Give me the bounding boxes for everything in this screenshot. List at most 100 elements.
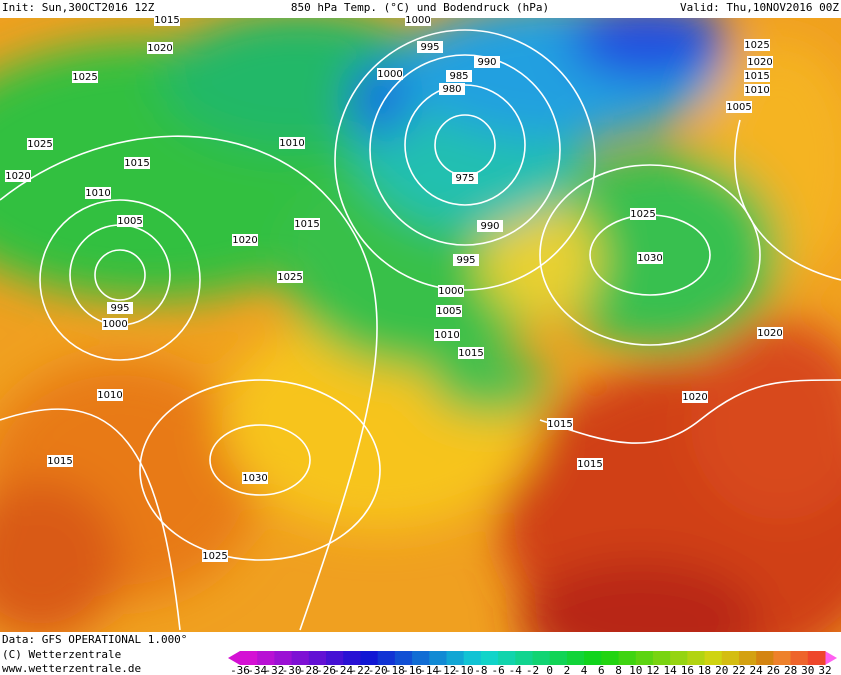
colorbar-tick-label: -34 <box>247 664 267 675</box>
colorbar-arrow-right <box>825 651 837 665</box>
isobar-label-bg <box>124 157 150 169</box>
isobar-label: 1030 <box>637 253 662 264</box>
isobar-label: 1005 <box>436 306 461 317</box>
isobar-label: 1010 <box>97 390 122 401</box>
colorbar-tick-label: 24 <box>750 664 764 675</box>
colorbar-swatch <box>463 651 482 665</box>
colorbar-swatch <box>566 651 585 665</box>
isobar-label: 1010 <box>279 138 304 149</box>
colorbar-tick-label: -18 <box>385 664 405 675</box>
colorbar-swatch <box>480 651 499 665</box>
isobar-label: 1025 <box>277 272 302 283</box>
colorbar-tick-label: -24 <box>333 664 353 675</box>
isobar-label-bg <box>744 84 770 96</box>
colorbar-swatch <box>274 651 293 665</box>
isobar-label: 1025 <box>744 40 769 51</box>
isobar-label-bg <box>107 302 133 314</box>
url: www.wetterzentrale.de <box>2 662 141 675</box>
isobar-label: 1025 <box>202 551 227 562</box>
isobar-label: 1010 <box>744 85 769 96</box>
isobar-label-bg <box>434 329 460 341</box>
colorbar-swatch <box>549 651 568 665</box>
colorbar-tick-label: -12 <box>437 664 457 675</box>
init-time: Init: Sun,30OCT2016 12Z <box>2 1 155 14</box>
isobar-label-bg <box>277 271 303 283</box>
colorbar-tick-label: -36 <box>230 664 250 675</box>
isobar-label-bg <box>417 41 443 53</box>
colorbar-swatch <box>360 651 379 665</box>
colorbar-tick-label: 12 <box>646 664 659 675</box>
colorbar-swatch <box>240 651 258 665</box>
isobar-label-bg <box>637 252 663 264</box>
isobar-label: 1015 <box>47 456 72 467</box>
colorbar-tick-label: 28 <box>784 664 797 675</box>
isobar-label-bg <box>438 285 464 297</box>
isobar-label: 1020 <box>757 328 782 339</box>
isobar-label: 1000 <box>102 319 127 330</box>
colorbar-swatch <box>687 651 706 665</box>
isobar-label: 1010 <box>434 330 459 341</box>
isobar-label-bg <box>744 39 770 51</box>
colorbar-swatch <box>807 651 826 665</box>
isobar-label: 1000 <box>405 15 430 26</box>
data-source: Data: GFS OPERATIONAL 1.000° <box>2 633 187 646</box>
colorbar-tick-label: -2 <box>526 664 539 675</box>
isobar-label: 1025 <box>72 72 97 83</box>
colorbar-swatch <box>704 651 723 665</box>
isobar-label: 1010 <box>85 188 110 199</box>
colorbar-swatch <box>670 651 688 665</box>
colorbar-tick-label: 6 <box>598 664 605 675</box>
isobar-label-bg <box>279 137 305 149</box>
colorbar-tick-label: 22 <box>732 664 745 675</box>
isobar-label-bg <box>405 14 431 26</box>
colorbar-tick-label: 16 <box>681 664 694 675</box>
isobar-label-bg <box>377 68 403 80</box>
isobar-label-bg <box>474 56 500 68</box>
isobar-label-bg <box>117 215 143 227</box>
colorbar-swatch <box>343 651 361 665</box>
colorbar-swatch <box>394 651 413 665</box>
colorbar-tick-label: -4 <box>509 664 523 675</box>
colorbar-swatch <box>618 651 637 665</box>
colorbar-swatch <box>257 651 275 665</box>
isobar-label-bg <box>453 254 479 266</box>
isobar-label: 1025 <box>630 209 655 220</box>
colorbar-swatch <box>635 651 654 665</box>
isobar-label-bg <box>726 101 752 113</box>
colorbar-swatch <box>652 651 671 665</box>
colorbar-swatch <box>446 651 465 665</box>
colorbar-tick-label: -10 <box>454 664 474 675</box>
isobar-label-bg <box>747 56 773 68</box>
isobar-label-bg <box>294 218 320 230</box>
isobar-label-bg <box>458 347 484 359</box>
isobar-label: 1005 <box>117 216 142 227</box>
colorbar-swatch <box>756 651 774 665</box>
isobar-label: 1020 <box>147 43 172 54</box>
colorbar-swatch <box>773 651 792 665</box>
isobar-label-bg <box>102 318 128 330</box>
isobar-label: 990 <box>477 57 496 68</box>
colorbar-tick-label: -14 <box>419 664 439 675</box>
colorbar-tick-label: 2 <box>564 664 571 675</box>
colorbar-tick-label: 14 <box>664 664 678 675</box>
isobar-label-bg <box>85 187 111 199</box>
isobar-label: 995 <box>420 42 439 53</box>
colorbar-swatch <box>601 651 620 665</box>
valid-time: Valid: Thu,10NOV2016 00Z <box>680 1 839 14</box>
isobar-label-bg <box>439 83 465 95</box>
colorbar-tick-label: -30 <box>282 664 302 675</box>
isobar-label-bg <box>757 327 783 339</box>
isobar-label-bg <box>232 234 258 246</box>
isobar-label-bg <box>744 70 770 82</box>
isobar-label: 1000 <box>438 286 463 297</box>
map-title: 850 hPa Temp. (°C) und Bodendruck (hPa) <box>291 1 549 14</box>
isobar-label-bg <box>5 170 31 182</box>
copyright: (C) Wetterzentrale <box>2 648 121 661</box>
isobar-label-bg <box>547 418 573 430</box>
colorbar-swatch <box>308 651 327 665</box>
isobar-label: 1025 <box>27 139 52 150</box>
isobar-label: 1015 <box>124 158 149 169</box>
isobar-label-bg <box>577 458 603 470</box>
colorbar-tick-label: -6 <box>491 664 504 675</box>
